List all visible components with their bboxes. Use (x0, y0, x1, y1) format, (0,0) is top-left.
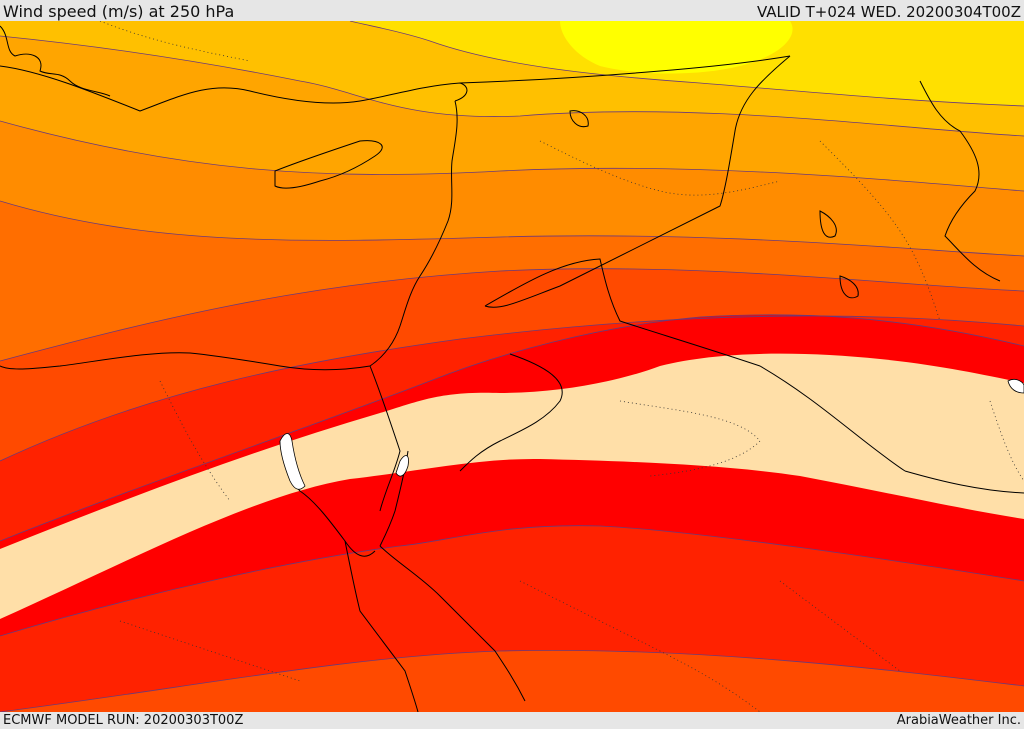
sinai-west (369, 365, 401, 512)
zagros-coast (919, 80, 1001, 282)
model-run-label: ECMWF MODEL RUN: 20200303T00Z (3, 713, 244, 728)
contour-line (0, 200, 1024, 257)
levant-coast (369, 100, 458, 367)
dotted-boundary (539, 140, 781, 196)
red-sea-west (344, 540, 419, 712)
contour-line (0, 268, 1024, 362)
iraq-border (484, 258, 906, 472)
caspian-lake (819, 210, 837, 238)
jordan-saudi-border (459, 353, 563, 472)
egypt-coast (0, 352, 371, 371)
contour-line (0, 314, 1024, 542)
valid-time-label: VALID T+024 WED. 20200304T00Z (756, 3, 1021, 21)
credit-label: ArabiaWeather Inc. (896, 713, 1021, 728)
band-yellow (560, 21, 793, 74)
coastlines (0, 25, 1024, 712)
persian-gulf-coast (904, 470, 1024, 494)
contour-line (0, 120, 1024, 192)
gulf-of-suez-patch (279, 433, 306, 490)
dotted-boundary (779, 580, 901, 672)
contour-line (349, 21, 1024, 107)
contour-line (0, 525, 1024, 637)
red-sea-east (379, 545, 526, 702)
syria-border (459, 55, 791, 84)
gulf-of-aqaba-patch (395, 455, 409, 477)
footer-bar (0, 712, 1024, 729)
cyprus (274, 140, 383, 189)
lake-van (569, 110, 589, 128)
map-canvas (0, 21, 1024, 712)
persian-gulf-patch (1007, 378, 1024, 394)
turkey-coast (0, 65, 468, 112)
aegean-coast (0, 25, 111, 97)
wind-speed-bands (0, 21, 1024, 712)
dotted-boundary (819, 140, 941, 322)
band-jet-core (0, 353, 1024, 619)
contour-line (0, 315, 1024, 462)
wind-speed-contours (0, 21, 1024, 712)
contour-line (0, 649, 1024, 712)
map-title: Wind speed (m/s) at 250 hPa (3, 2, 235, 21)
dotted-boundaries (99, 21, 1024, 712)
syria-iraq-border (484, 55, 791, 308)
contour-line (0, 35, 1024, 137)
wind-speed-map (0, 21, 1024, 712)
dotted-boundary (519, 580, 761, 712)
sea-patches (279, 378, 1024, 490)
header-bar (0, 0, 1024, 21)
persian-gulf-island (839, 275, 859, 299)
